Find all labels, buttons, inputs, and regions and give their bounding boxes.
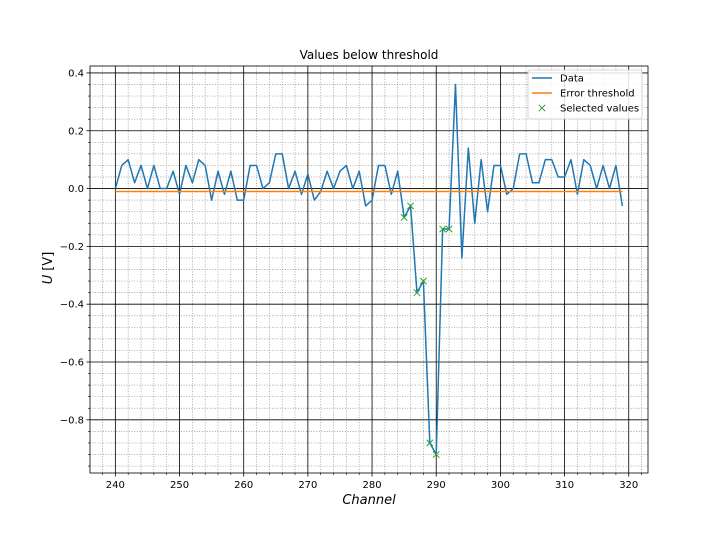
series-layer [114, 83, 624, 459]
x-tick-label: 240 [106, 480, 125, 491]
x-tick-label: 320 [619, 480, 638, 491]
legend-label-error-threshold: Error threshold [560, 89, 635, 100]
marker-stroke [426, 439, 434, 447]
data-point-selected-values [419, 277, 427, 285]
marker-stroke [538, 104, 546, 112]
marker-stroke [445, 225, 453, 233]
marker-stroke [406, 202, 415, 210]
data-point-selected-values [400, 213, 408, 222]
legend-swatch-selected-values [538, 104, 546, 112]
y-tick-label: 0.0 [68, 184, 84, 195]
x-tick-label: 250 [170, 480, 189, 491]
y-tick-label: 0.4 [68, 68, 84, 79]
x-axis: 240 250 260 270 280 290 300 310 320 [102, 473, 642, 491]
series-line-data [114, 83, 624, 456]
minor-grid [90, 66, 648, 473]
data-point-selected-values [432, 450, 440, 459]
y-tick-label: 0.2 [68, 126, 84, 137]
y-tick-label: −0.6 [60, 358, 84, 369]
legend-label-data: Data [560, 74, 584, 85]
x-axis-label: Channel [342, 493, 396, 508]
x-tick-label: 290 [427, 480, 446, 491]
marker-stroke [439, 225, 447, 233]
x-tick-label: 300 [491, 480, 510, 491]
y-axis: −0.8 −0.6 −0.4 −0.2 0.0 0.2 0.4 [60, 68, 90, 467]
legend-box [527, 69, 643, 120]
y-tick-label: −0.2 [60, 242, 84, 253]
y-tick-label: −0.8 [60, 415, 84, 426]
legend-label-selected-values: Selected values [560, 104, 639, 115]
x-tick-label: 270 [298, 480, 317, 491]
x-tick-label: 280 [363, 480, 382, 491]
y-axis-label: U [V] [41, 252, 56, 285]
y-axis-label-symbol: U [41, 274, 56, 284]
y-tick-label: −0.4 [60, 300, 84, 311]
data-point-selected-values [406, 202, 415, 210]
x-tick-label: 310 [555, 480, 574, 491]
x-tick-label: 260 [234, 480, 253, 491]
y-axis-label-unit: [V] [41, 252, 56, 271]
data-point-selected-values [445, 225, 453, 233]
data-point-selected-values [439, 225, 447, 233]
marker-stroke [419, 277, 427, 285]
data-point-selected-values [413, 289, 421, 297]
plot-area [89, 65, 649, 474]
legend: Data Error threshold Selected values [527, 69, 643, 120]
marker-stroke [432, 450, 440, 459]
data-point-selected-values [426, 439, 434, 447]
major-grid [90, 66, 648, 473]
chart-title: Values below threshold [300, 48, 439, 62]
marker-stroke [400, 213, 408, 222]
marker-stroke [413, 289, 421, 297]
